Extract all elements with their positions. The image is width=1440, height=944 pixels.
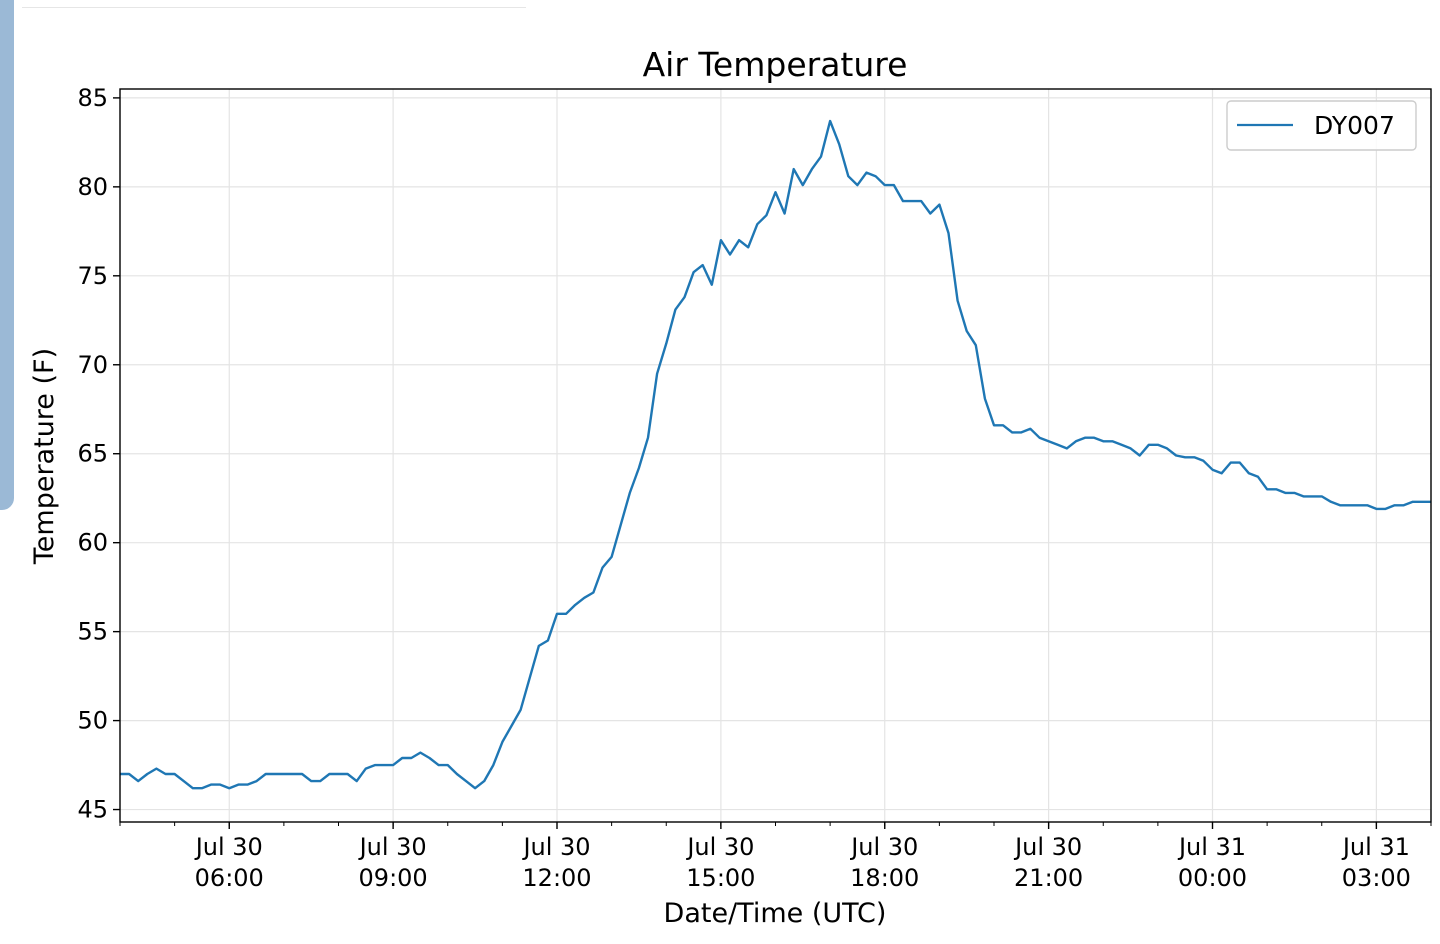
x-tick-label-time-6: 00:00 <box>1178 864 1247 892</box>
x-tick-label-time-1: 09:00 <box>359 864 428 892</box>
x-tick-label-date-2: Jul 30 <box>521 833 590 861</box>
y-tick-label-70: 70 <box>77 351 108 379</box>
y-tick-label-85: 85 <box>77 84 108 112</box>
y-tick-label-80: 80 <box>77 173 108 201</box>
y-tick-label-60: 60 <box>77 529 108 557</box>
x-tick-label-time-3: 15:00 <box>686 864 755 892</box>
plot-area-frame <box>119 88 1432 823</box>
x-tick-label-date-0: Jul 30 <box>194 833 263 861</box>
x-tick-label-date-6: Jul 31 <box>1177 833 1246 861</box>
x-tick-label-date-1: Jul 30 <box>358 833 427 861</box>
x-tick-label-date-5: Jul 30 <box>1013 833 1082 861</box>
y-tick-label-45: 45 <box>77 796 108 824</box>
y-tick-label-65: 65 <box>77 440 108 468</box>
legend-box <box>1226 100 1417 151</box>
x-tick-label-time-0: 06:00 <box>195 864 264 892</box>
side-panel-tab <box>0 0 14 510</box>
legend-label-dy007: DY007 <box>1314 111 1395 140</box>
y-axis: 45 50 55 60 65 70 75 80 85 <box>77 84 1432 826</box>
x-tick-label-date-3: Jul 30 <box>685 833 754 861</box>
y-tick-label-50: 50 <box>77 707 108 735</box>
x-tick-label-date-7: Jul 31 <box>1341 833 1410 861</box>
x-tick-label-date-4: Jul 30 <box>849 833 918 861</box>
legend: DY007 <box>1226 100 1417 151</box>
x-axis: Jul 30 06:00 Jul 30 09:00 Jul 30 12:00 Jul 30 1… <box>194 822 1411 892</box>
x-tick-label-time-5: 21:00 <box>1014 864 1083 892</box>
chart-title: Air Temperature <box>643 45 908 84</box>
y-axis-title: Temperature (F) <box>29 348 60 565</box>
series-line-dy007 <box>120 119 1431 790</box>
y-tick-label-55: 55 <box>77 618 108 646</box>
top-divider <box>22 7 526 8</box>
x-tick-label-time-2: 12:00 <box>522 864 591 892</box>
x-tick-label-time-4: 18:00 <box>850 864 919 892</box>
series-layer <box>120 119 1431 790</box>
y-tick-label-75: 75 <box>77 262 108 290</box>
grid-layer <box>120 89 1431 822</box>
x-tick-label-time-7: 03:00 <box>1342 864 1411 892</box>
x-axis-title: Date/Time (UTC) <box>664 898 887 929</box>
